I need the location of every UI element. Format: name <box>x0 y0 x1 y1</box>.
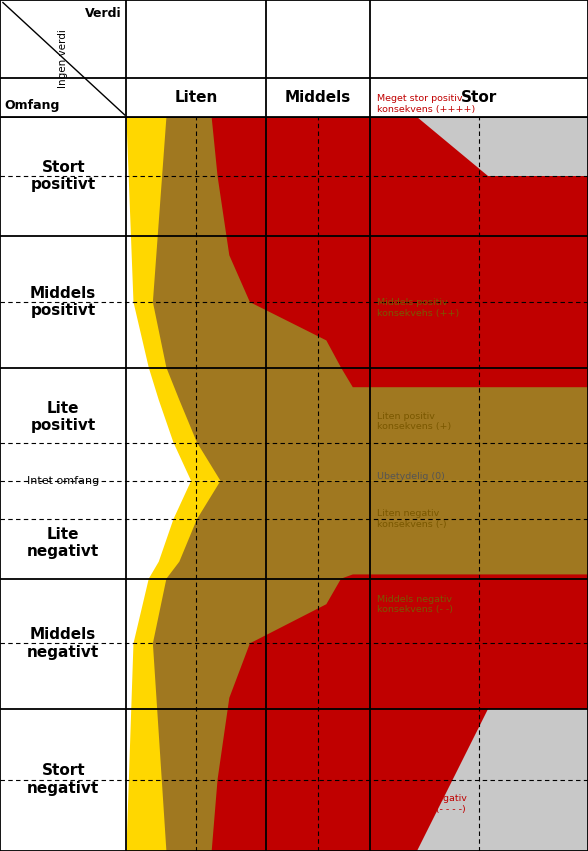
Text: Ubetydelig (0): Ubetydelig (0) <box>377 472 445 481</box>
Text: Middels negativ
konsekvens (- -): Middels negativ konsekvens (- -) <box>377 595 453 614</box>
Text: Liten: Liten <box>175 90 218 106</box>
Text: Lite
negativt: Lite negativt <box>27 527 99 559</box>
Polygon shape <box>212 117 588 387</box>
Text: Middels
positivt: Middels positivt <box>30 286 96 318</box>
Text: Liten positiv
konsekvens (+): Liten positiv konsekvens (+) <box>377 412 452 431</box>
Text: Middels
negativt: Middels negativt <box>27 627 99 660</box>
Text: Stor positiv
konsekvens (+++): Stor positiv konsekvens (+++) <box>377 182 467 201</box>
Text: Ingen verdi: Ingen verdi <box>58 29 68 89</box>
Text: Stort
negativt: Stort negativt <box>27 763 99 796</box>
Text: Meget stor positiv
konsekvens (++++): Meget stor positiv konsekvens (++++) <box>377 94 476 113</box>
Polygon shape <box>126 481 588 851</box>
Text: Liten negativ
konsekvens (-): Liten negativ konsekvens (-) <box>377 510 447 528</box>
Text: Stor negativ
konsekvens (- - -): Stor negativ konsekvens (- - -) <box>377 687 460 705</box>
Text: Verdi: Verdi <box>85 7 122 20</box>
Bar <box>0 117 126 851</box>
Text: Omfang: Omfang <box>5 100 60 112</box>
Text: Middels: Middels <box>285 90 351 106</box>
Polygon shape <box>126 117 588 481</box>
Bar <box>0 0 588 117</box>
Polygon shape <box>153 481 588 851</box>
Polygon shape <box>212 574 588 851</box>
Text: Intet omfang: Intet omfang <box>27 476 99 486</box>
Polygon shape <box>153 117 588 481</box>
Text: Lite
positivt: Lite positivt <box>31 401 96 433</box>
Polygon shape <box>417 117 588 176</box>
Bar <box>0 117 588 851</box>
Polygon shape <box>417 709 588 851</box>
Text: Middels positiv
konsekvehs (++): Middels positiv konsekvehs (++) <box>377 299 460 317</box>
Text: Stort
positivt: Stort positivt <box>31 160 96 192</box>
Text: Meget stor negativ
konsekvens (- - - -): Meget stor negativ konsekvens (- - - -) <box>377 795 467 814</box>
Text: Stor: Stor <box>461 90 497 106</box>
